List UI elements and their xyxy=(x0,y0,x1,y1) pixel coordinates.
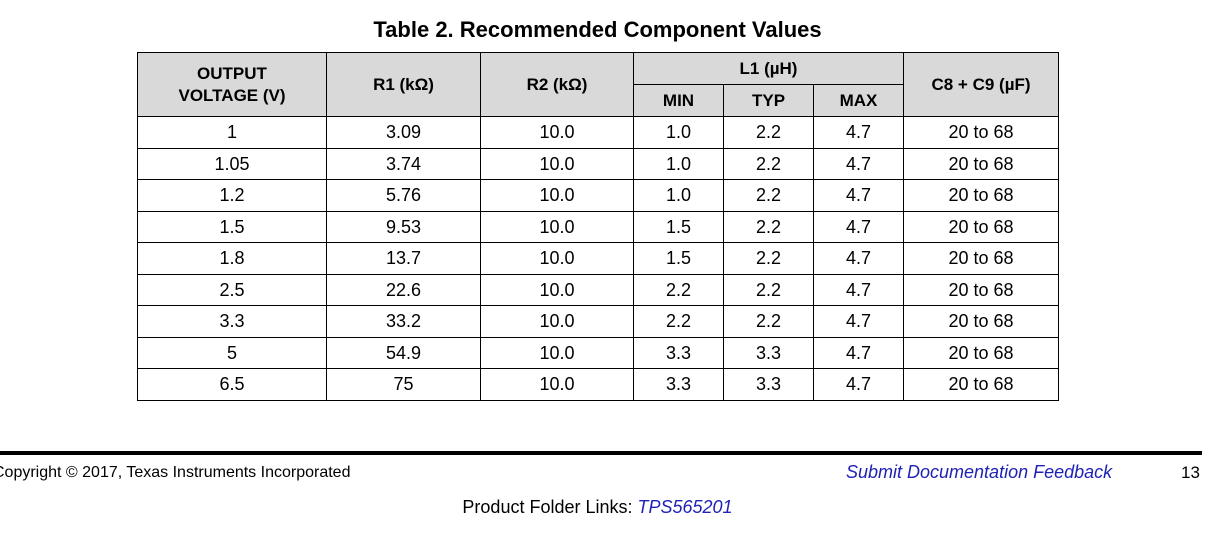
cell-l1-max: 4.7 xyxy=(813,242,904,275)
cell-l1-typ: 2.2 xyxy=(723,210,814,243)
cell-r2: 10.0 xyxy=(480,305,634,338)
cell-output-voltage: 1.5 xyxy=(137,210,327,243)
cell-r2: 10.0 xyxy=(480,147,634,180)
header-r2: R2 (kΩ) xyxy=(480,52,634,117)
table-row: 2.5 22.6 10.0 2.2 2.2 4.7 20 to 68 xyxy=(137,273,1059,306)
product-folder-links-label: Product Folder Links: xyxy=(462,497,638,517)
header-r1: R1 (kΩ) xyxy=(326,52,481,117)
cell-l1-max: 4.7 xyxy=(813,147,904,180)
cell-output-voltage: 1.8 xyxy=(137,242,327,275)
cell-r1: 13.7 xyxy=(326,242,481,275)
cell-l1-min: 2.2 xyxy=(633,305,724,338)
cell-l1-min: 3.3 xyxy=(633,368,724,401)
table-row: 1.2 5.76 10.0 1.0 2.2 4.7 20 to 68 xyxy=(137,179,1059,212)
table-title: Table 2. Recommended Component Values xyxy=(373,17,822,42)
cell-l1-min: 1.0 xyxy=(633,179,724,212)
cell-r2: 10.0 xyxy=(480,336,634,369)
cell-l1-min: 1.5 xyxy=(633,242,724,275)
cell-output-voltage: 2.5 xyxy=(137,273,327,306)
cell-r2: 10.0 xyxy=(480,210,634,243)
submit-feedback-link[interactable]: Submit Documentation Feedback xyxy=(846,462,1113,482)
cell-l1-max: 4.7 xyxy=(813,368,904,401)
table-row: 1.5 9.53 10.0 1.5 2.2 4.7 20 to 68 xyxy=(137,210,1059,243)
table-subheader-row: MIN TYP MAX xyxy=(138,84,1059,117)
cell-c8-c9: 20 to 68 xyxy=(903,273,1059,306)
cell-c8-c9: 20 to 68 xyxy=(903,336,1059,369)
cell-c8-c9: 20 to 68 xyxy=(903,368,1059,401)
cell-l1-min: 1.0 xyxy=(633,116,724,149)
cell-c8-c9: 20 to 68 xyxy=(903,179,1059,212)
header-l1: L1 (µH) xyxy=(633,52,904,85)
cell-c8-c9: 20 to 68 xyxy=(903,242,1059,275)
cell-r2: 10.0 xyxy=(480,273,634,306)
cell-output-voltage: 1 xyxy=(137,116,327,149)
table-row: 1 3.09 10.0 1.0 2.2 4.7 20 to 68 xyxy=(137,116,1059,149)
cell-output-voltage: 6.5 xyxy=(137,368,327,401)
cell-c8-c9: 20 to 68 xyxy=(903,147,1059,180)
cell-r1: 3.09 xyxy=(326,116,481,149)
cell-r1: 9.53 xyxy=(326,210,481,243)
cell-l1-typ: 2.2 xyxy=(723,242,814,275)
cell-r1: 22.6 xyxy=(326,273,481,306)
header-l1-min: MIN xyxy=(633,84,724,117)
cell-r2: 10.0 xyxy=(480,116,634,149)
header-output-voltage-label: OUTPUT VOLTAGE (V) xyxy=(178,63,286,105)
cell-l1-typ: 2.2 xyxy=(723,116,814,149)
cell-l1-typ: 2.2 xyxy=(723,147,814,180)
cell-output-voltage: 1.2 xyxy=(137,179,327,212)
footer-divider xyxy=(0,451,1202,455)
cell-r2: 10.0 xyxy=(480,368,634,401)
header-l1-typ: TYP xyxy=(723,84,814,117)
cell-l1-min: 2.2 xyxy=(633,273,724,306)
cell-l1-min: 3.3 xyxy=(633,336,724,369)
header-l1-max: MAX xyxy=(813,84,904,117)
cell-r1: 75 xyxy=(326,368,481,401)
cell-output-voltage: 3.3 xyxy=(137,305,327,338)
cell-c8-c9: 20 to 68 xyxy=(903,210,1059,243)
table-row: 1.8 13.7 10.0 1.5 2.2 4.7 20 to 68 xyxy=(137,242,1059,275)
header-c8-c9: C8 + C9 (µF) xyxy=(903,52,1059,117)
cell-r1: 54.9 xyxy=(326,336,481,369)
table-row: 5 54.9 10.0 3.3 3.3 4.7 20 to 68 xyxy=(137,336,1059,369)
page-number: 13 xyxy=(1181,463,1200,482)
product-folder-links: Product Folder Links: TPS565201 xyxy=(0,496,1195,518)
cell-l1-typ: 3.3 xyxy=(723,336,814,369)
cell-l1-max: 4.7 xyxy=(813,210,904,243)
cell-l1-max: 4.7 xyxy=(813,179,904,212)
copyright-text: Copyright © 2017, Texas Instruments Inco… xyxy=(0,464,351,481)
cell-r1: 3.74 xyxy=(326,147,481,180)
cell-l1-min: 1.5 xyxy=(633,210,724,243)
table-row: 3.3 33.2 10.0 2.2 2.2 4.7 20 to 68 xyxy=(137,305,1059,338)
cell-l1-max: 4.7 xyxy=(813,273,904,306)
table-header-row: OUTPUT VOLTAGE (V) R1 (kΩ) R2 (kΩ) L1 (µ… xyxy=(137,52,1059,117)
cell-r2: 10.0 xyxy=(480,242,634,275)
cell-l1-max: 4.7 xyxy=(813,116,904,149)
cell-c8-c9: 20 to 68 xyxy=(903,305,1059,338)
cell-l1-min: 1.0 xyxy=(633,147,724,180)
cell-l1-typ: 2.2 xyxy=(723,179,814,212)
cell-output-voltage: 5 xyxy=(137,336,327,369)
component-values-table: OUTPUT VOLTAGE (V) R1 (kΩ) R2 (kΩ) L1 (µ… xyxy=(137,52,1059,401)
cell-l1-typ: 3.3 xyxy=(723,368,814,401)
table-row: 1.05 3.74 10.0 1.0 2.2 4.7 20 to 68 xyxy=(137,147,1059,180)
cell-l1-max: 4.7 xyxy=(813,305,904,338)
table-row: 6.5 75 10.0 3.3 3.3 4.7 20 to 68 xyxy=(137,368,1059,401)
cell-c8-c9: 20 to 68 xyxy=(903,116,1059,149)
cell-r1: 5.76 xyxy=(326,179,481,212)
header-output-voltage: OUTPUT VOLTAGE (V) xyxy=(137,52,327,117)
cell-r2: 10.0 xyxy=(480,179,634,212)
cell-l1-typ: 2.2 xyxy=(723,305,814,338)
product-folder-link[interactable]: TPS565201 xyxy=(637,497,733,517)
cell-l1-max: 4.7 xyxy=(813,336,904,369)
cell-output-voltage: 1.05 xyxy=(137,147,327,180)
cell-r1: 33.2 xyxy=(326,305,481,338)
cell-l1-typ: 2.2 xyxy=(723,273,814,306)
